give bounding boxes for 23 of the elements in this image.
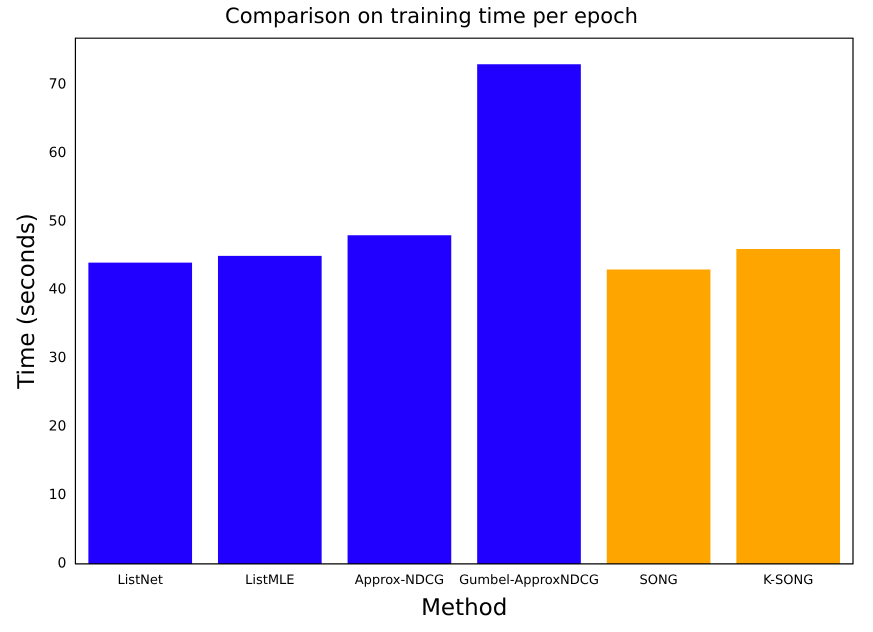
- x-tick-label: K-SONG: [763, 572, 814, 588]
- bar: [88, 262, 192, 564]
- y-tick-label: 50: [48, 213, 66, 230]
- y-tick-label: 30: [48, 350, 66, 366]
- bar: [606, 270, 710, 564]
- y-tick-label: 60: [48, 144, 66, 161]
- y-tick-label: 10: [48, 487, 66, 504]
- x-tick-label: Gumbel-ApproxNDCG: [459, 572, 599, 588]
- y-tick-label: 20: [48, 418, 66, 435]
- x-axis-title: Method: [421, 595, 508, 622]
- x-tick-label: Approx-NDCG: [354, 572, 444, 588]
- x-tick-label: ListNet: [117, 572, 163, 588]
- x-tick-label: ListMLE: [245, 572, 295, 588]
- y-tick-label: 0: [57, 555, 66, 572]
- chart-title: Comparison on training time per epoch: [225, 4, 638, 28]
- y-tick-label: 70: [48, 76, 66, 92]
- bar: [477, 64, 581, 564]
- y-axis-title: Time (seconds): [14, 213, 40, 390]
- bar: [218, 256, 322, 564]
- y-tick-label: 40: [48, 282, 66, 298]
- bar: [736, 248, 840, 564]
- bar: [348, 235, 452, 564]
- x-tick-label: SONG: [639, 572, 678, 588]
